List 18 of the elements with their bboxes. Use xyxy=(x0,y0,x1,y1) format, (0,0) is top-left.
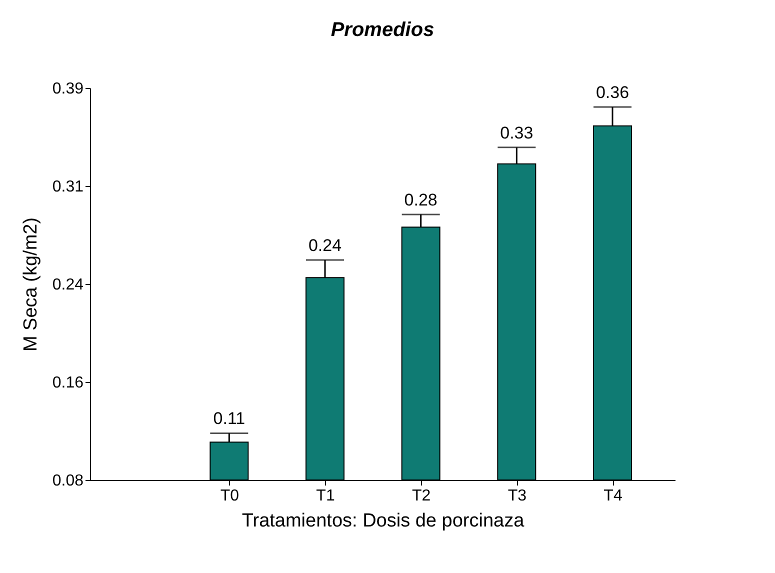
y-axis-title: M Seca (kg/m2) xyxy=(20,217,42,352)
x-tick-label: T0 xyxy=(220,488,240,504)
chart-title: Promedios xyxy=(330,19,434,41)
y-tick-label: 0.31 xyxy=(52,178,84,196)
x-tick-label: T4 xyxy=(604,488,622,504)
x-tick-label: T3 xyxy=(508,488,527,504)
y-tick-label: 0.39 xyxy=(52,80,84,98)
x-tick-label: T1 xyxy=(316,488,335,504)
y-tick-label: 0.24 xyxy=(52,276,84,294)
data-label: 0.24 xyxy=(308,236,342,255)
x-tick-label: T2 xyxy=(412,488,431,504)
data-label: 0.33 xyxy=(500,123,534,142)
x-axis-title: Tratamientos: Dosis de porcinaza xyxy=(242,510,525,532)
y-tick-label: 0.08 xyxy=(52,472,84,490)
data-label: 0.36 xyxy=(596,82,630,102)
data-label: 0.28 xyxy=(404,190,438,210)
y-tick-label: 0.16 xyxy=(52,374,84,392)
data-label: 0.11 xyxy=(213,409,246,428)
